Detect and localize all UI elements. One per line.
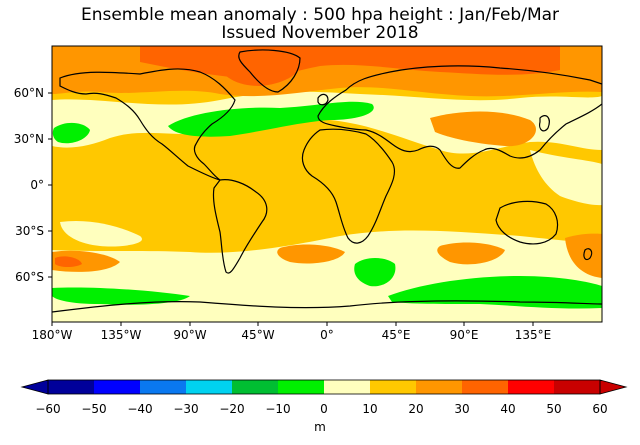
colorbar-left-arrow: [20, 379, 49, 395]
field-green-npac: [52, 122, 90, 144]
colorbar-tick-label: −20: [219, 402, 245, 416]
south-america-coast: [212, 179, 268, 274]
field-redorange-spac: [55, 256, 82, 267]
colorbar-tick-label: 50: [546, 402, 562, 416]
colorbar-tick-label: 10: [362, 402, 378, 416]
lon-label-45w: 45°W: [241, 328, 275, 342]
nz-coast: [583, 248, 593, 261]
colorbar-cell: [140, 380, 187, 394]
colorbar-tick-label: −60: [35, 402, 61, 416]
colorbar-cell: [186, 380, 233, 394]
antarctica-coast: [52, 300, 602, 313]
colorbar-cell: [278, 380, 325, 394]
colorbar-cell: [324, 380, 371, 394]
lat-label-30n: 30°N: [13, 132, 44, 146]
lon-label-90e: 90°E: [449, 328, 479, 342]
colorbar-cell: [508, 380, 555, 394]
colorbar-cell: [462, 380, 509, 394]
axis-ticks: [48, 92, 534, 326]
lon-label-0: 0°: [320, 328, 334, 342]
north-america-coast: [59, 68, 236, 181]
field-pale-tropics-e: [530, 150, 602, 206]
lat-label-60n: 60°N: [13, 86, 44, 100]
field-green-natl: [168, 101, 374, 137]
africa-coast: [301, 128, 396, 244]
eurasia-coast: [317, 65, 602, 169]
lon-label-180w: 180°W: [31, 328, 73, 342]
lat-label-equator: 0°: [30, 178, 44, 192]
lon-label-90w: 90°W: [173, 328, 207, 342]
colorbar-cell: [416, 380, 463, 394]
colorbar-cell: [232, 380, 279, 394]
colorbar-tick-label: 40: [500, 402, 516, 416]
lon-label-135w: 135°W: [100, 328, 142, 342]
field-redorange-siberia: [215, 52, 301, 86]
field-green-spac: [52, 287, 190, 305]
colorbar-tick-label: −30: [173, 402, 199, 416]
uk-coast: [317, 93, 329, 106]
field-orange-sind: [437, 242, 505, 265]
field-pale-swpac: [60, 220, 142, 247]
colorbar-cells: [48, 380, 601, 394]
colorbar-tick-label: −40: [127, 402, 153, 416]
colorbar-tick-label: 60: [592, 402, 608, 416]
australia-coast: [495, 200, 559, 245]
map-subtitle: Issued November 2018: [221, 23, 419, 43]
lon-label-135e: 135°E: [514, 328, 552, 342]
colorbar-cell: [94, 380, 141, 394]
colorbar-frame: [47, 379, 601, 395]
colorbar-tick-label: 30: [454, 402, 470, 416]
lat-label-30s: 30°S: [15, 224, 44, 238]
field-orange-sat: [277, 244, 345, 264]
colorbar-tick-label: −10: [265, 402, 291, 416]
field-orange-asia: [430, 111, 536, 147]
lat-label-60s: 60°S: [15, 270, 44, 284]
japan-coast: [539, 115, 550, 132]
colorbar-right-arrow: [599, 379, 628, 395]
field-green-satl: [354, 258, 396, 287]
colorbar-cell: [48, 380, 95, 394]
colorbar-cell: [554, 380, 601, 394]
colorbar-cell: [370, 380, 417, 394]
colorbar-tick-label: 0: [320, 402, 328, 416]
anomaly-field: [52, 46, 602, 322]
lon-label-45e: 45°E: [381, 328, 411, 342]
greenland-coast: [238, 49, 301, 93]
map-title: Ensemble mean anomaly : 500 hpa height :…: [80, 5, 560, 25]
coastlines: [52, 49, 602, 313]
colorbar-unit: m: [314, 420, 326, 434]
colorbar-tick-label: 20: [408, 402, 424, 416]
colorbar-tick-label: −50: [81, 402, 107, 416]
